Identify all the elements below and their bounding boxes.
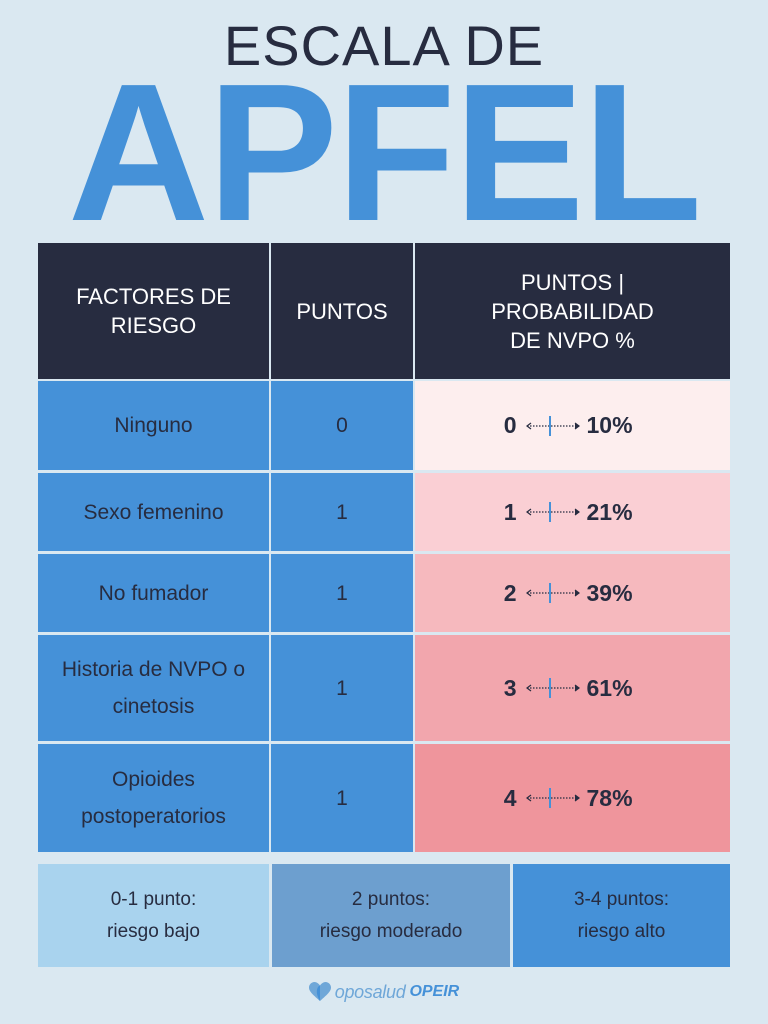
- page-title-top: ESCALA DE: [223, 14, 545, 77]
- score-value: 2: [503, 579, 517, 606]
- factor-label: Ninguno: [114, 414, 193, 437]
- points-value: 1: [336, 786, 348, 810]
- legend-text: riesgo bajo: [107, 920, 200, 942]
- probability-value: 21%: [586, 498, 633, 525]
- factor-label: Sexo femenino: [83, 500, 224, 524]
- points-value: 1: [336, 581, 348, 605]
- header-factors: FACTORES DE RIESGO: [38, 243, 269, 379]
- points-cell: 1: [271, 473, 413, 551]
- factor-cell: Ninguno: [38, 381, 269, 470]
- points-cell: 1: [271, 744, 413, 852]
- probability-value: 10%: [586, 412, 633, 438]
- legend-high: 3-4 puntos: riesgo alto: [513, 864, 730, 967]
- probability-value: 39%: [586, 579, 633, 606]
- double-arrow-icon: [525, 678, 580, 698]
- double-arrow-icon: [525, 415, 580, 436]
- header-points-label: PUNTOS: [296, 298, 388, 324]
- brand-name: oposalud: [334, 981, 406, 1002]
- legend-moderate: 2 puntos: riesgo moderado: [272, 864, 510, 967]
- header-probability: PUNTOS | PROBABILIDAD DE NVPO %: [415, 243, 730, 379]
- legend-title: 3-4 puntos:: [573, 888, 670, 910]
- brand-suffix: OPEIR: [409, 983, 460, 1000]
- legend-text: riesgo alto: [577, 920, 666, 942]
- footer-logo: oposalud OPEIR: [0, 978, 768, 1006]
- points-cell: 0: [271, 381, 413, 470]
- factor-label: Opioides postoperatorios: [81, 768, 226, 828]
- double-arrow-icon: [525, 502, 580, 522]
- probability-cell: 1 21%: [415, 473, 730, 551]
- points-cell: 1: [271, 554, 413, 632]
- probability-value: 78%: [586, 784, 633, 811]
- factor-cell: Sexo femenino: [38, 473, 269, 551]
- probability-cell: 4 78%: [415, 744, 730, 852]
- probability-cell: 3 61%: [415, 635, 730, 741]
- page-title-main: APFEL: [67, 43, 702, 262]
- score-value: 0: [503, 412, 517, 438]
- factor-cell: Historia de NVPO o cinetosis: [38, 635, 269, 741]
- score-value: 3: [503, 674, 517, 701]
- probability-value: 61%: [586, 674, 633, 701]
- header-points: PUNTOS: [271, 243, 413, 379]
- points-cell: 1: [271, 635, 413, 741]
- header-probability-label: PUNTOS | PROBABILIDAD DE NVPO %: [491, 269, 654, 353]
- double-arrow-icon: [525, 583, 580, 603]
- score-value: 4: [503, 784, 517, 811]
- probability-cell: 2 39%: [415, 554, 730, 632]
- header-factors-label: FACTORES DE RIESGO: [76, 284, 231, 338]
- legend-text: riesgo moderado: [319, 920, 463, 942]
- double-arrow-icon: [525, 788, 580, 808]
- heart-icon: [308, 982, 331, 1001]
- factor-label: Historia de NVPO o cinetosis: [61, 658, 246, 718]
- legend-title: 0-1 punto:: [110, 888, 197, 910]
- factor-label: No fumador: [98, 581, 209, 605]
- score-value: 1: [503, 498, 517, 525]
- factor-cell: No fumador: [38, 554, 269, 632]
- legend-title: 2 puntos:: [351, 888, 431, 910]
- points-value: 0: [336, 414, 348, 437]
- factor-cell: Opioides postoperatorios: [38, 744, 269, 852]
- points-value: 1: [336, 676, 348, 700]
- probability-cell: 0 10%: [415, 381, 730, 470]
- points-value: 1: [336, 500, 348, 524]
- legend-low: 0-1 punto: riesgo bajo: [38, 864, 269, 967]
